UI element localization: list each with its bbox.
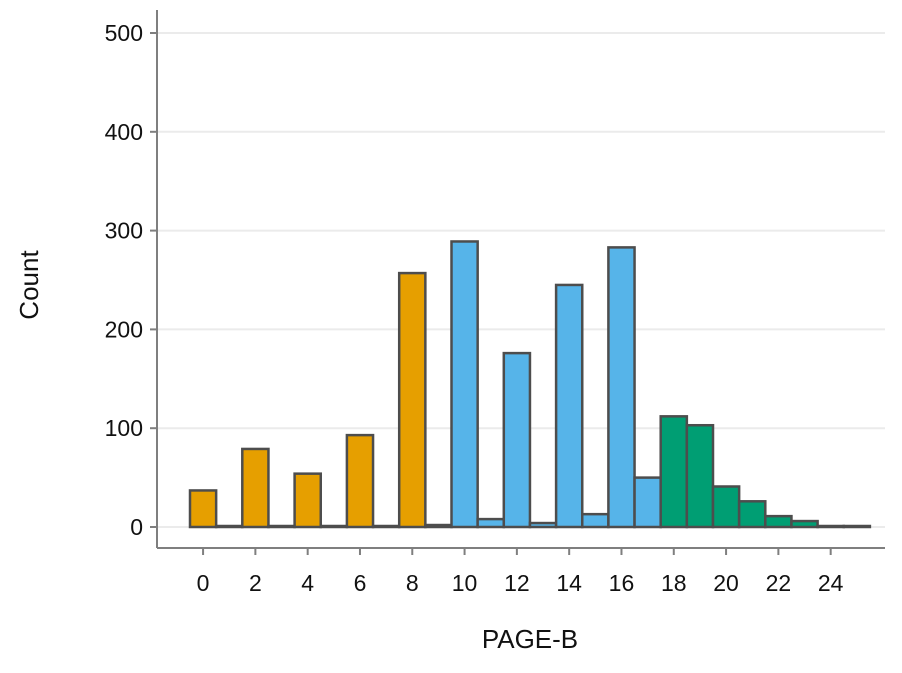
bar — [214, 524, 244, 529]
x-tick-label: 18 — [661, 570, 687, 596]
bar — [685, 423, 715, 529]
bar — [633, 476, 662, 529]
bar — [397, 271, 427, 529]
bar — [345, 433, 375, 529]
x-tick-label: 24 — [818, 570, 844, 596]
bar — [842, 524, 872, 529]
bar — [267, 524, 296, 529]
bar — [293, 472, 323, 529]
axes — [150, 10, 885, 555]
bar — [502, 351, 532, 529]
bar — [790, 519, 819, 529]
x-tick-label: 16 — [609, 570, 635, 596]
x-tick-label: 2 — [249, 570, 262, 596]
x-tick-label: 6 — [354, 570, 367, 596]
bar — [581, 512, 610, 529]
x-tick-label: 12 — [504, 570, 530, 596]
bar — [816, 524, 845, 529]
bars — [188, 240, 872, 529]
x-tick-label: 14 — [556, 570, 582, 596]
bar — [476, 517, 506, 529]
y-tick-label: 0 — [130, 514, 143, 540]
bar — [659, 415, 689, 529]
bar — [528, 521, 558, 529]
bar — [319, 524, 349, 529]
bar — [424, 523, 453, 529]
bar — [764, 514, 793, 529]
y-tick-label: 100 — [105, 415, 143, 441]
y-tick-label: 400 — [105, 119, 143, 145]
bar — [188, 489, 218, 529]
x-tick-label: 22 — [766, 570, 792, 596]
y-tick-label: 500 — [105, 20, 143, 46]
x-tick-label: 10 — [452, 570, 478, 596]
x-tick-label: 0 — [197, 570, 210, 596]
bar — [450, 240, 479, 529]
x-tick-label: 8 — [406, 570, 419, 596]
bar — [737, 500, 767, 529]
x-axis-label: PAGE-B — [482, 624, 578, 654]
x-tick-label: 20 — [713, 570, 739, 596]
x-tick-label: 4 — [301, 570, 314, 596]
y-axis-label: Count — [14, 250, 44, 320]
bar — [607, 246, 636, 529]
bar — [241, 447, 270, 529]
y-tick-label: 300 — [105, 218, 143, 244]
bar — [371, 524, 401, 529]
y-tick-label: 200 — [105, 316, 143, 342]
bar — [711, 485, 741, 529]
bar — [554, 283, 584, 529]
